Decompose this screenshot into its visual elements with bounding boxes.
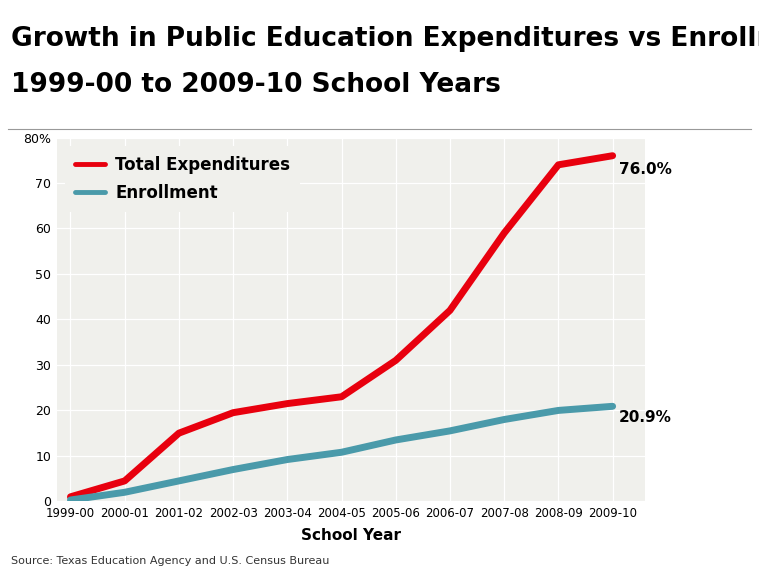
Enrollment	[283, 456, 292, 463]
Total Expenditures	[554, 162, 563, 168]
Total Expenditures	[446, 307, 455, 314]
Text: Source: Texas Education Agency and U.S. Census Bureau: Source: Texas Education Agency and U.S. …	[11, 556, 329, 566]
Enrollment	[554, 407, 563, 414]
Total Expenditures	[391, 357, 400, 364]
Enrollment	[499, 416, 509, 423]
Total Expenditures	[66, 493, 75, 500]
Total Expenditures	[608, 152, 617, 159]
Enrollment	[391, 437, 400, 444]
Enrollment	[120, 489, 129, 496]
Enrollment	[446, 427, 455, 434]
Total Expenditures	[499, 230, 509, 237]
X-axis label: School Year: School Year	[301, 528, 401, 543]
Legend: Total Expenditures, Enrollment: Total Expenditures, Enrollment	[65, 146, 301, 212]
Text: 20.9%: 20.9%	[619, 410, 672, 425]
Total Expenditures	[175, 430, 184, 437]
Line: Total Expenditures: Total Expenditures	[71, 156, 613, 497]
Text: Growth in Public Education Expenditures vs Enrollment,: Growth in Public Education Expenditures …	[11, 26, 759, 52]
Enrollment	[608, 403, 617, 410]
Enrollment	[175, 477, 184, 484]
Total Expenditures	[120, 477, 129, 484]
Total Expenditures	[283, 400, 292, 407]
Text: 76.0%: 76.0%	[619, 162, 672, 177]
Enrollment	[337, 449, 346, 456]
Total Expenditures	[228, 409, 238, 416]
Line: Enrollment: Enrollment	[71, 406, 613, 500]
Enrollment	[66, 497, 75, 504]
Enrollment	[228, 466, 238, 473]
Text: 1999-00 to 2009-10 School Years: 1999-00 to 2009-10 School Years	[11, 72, 501, 97]
Total Expenditures	[337, 393, 346, 400]
